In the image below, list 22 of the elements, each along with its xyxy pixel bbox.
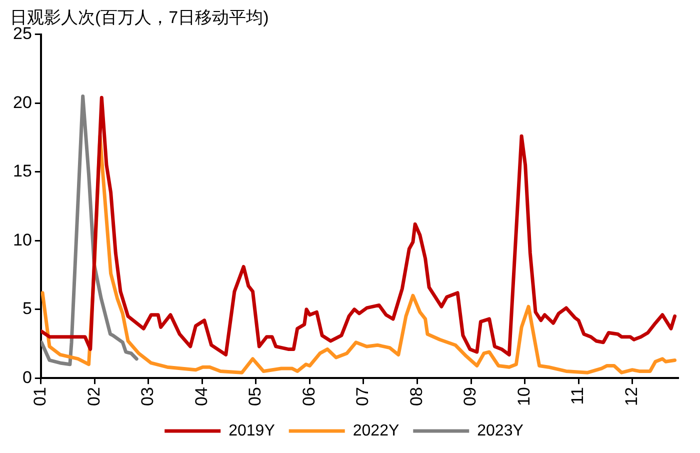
x-tick-label: 11 [568, 387, 588, 405]
legend-label: 2022Y [352, 422, 400, 440]
y-tick-label: 0 [22, 368, 32, 387]
y-tick-label: 10 [12, 230, 32, 250]
x-tick-label: 01 [30, 387, 50, 406]
y-tick-label: 25 [12, 24, 32, 44]
x-tick-label: 04 [192, 387, 211, 406]
x-tick-label: 05 [246, 387, 265, 406]
chart-title: 日观影人次(百万人，7日移动平均) [10, 8, 269, 27]
x-tick-label: 10 [514, 387, 534, 406]
x-tick-label: 12 [622, 387, 641, 406]
x-tick-label: 08 [406, 387, 426, 406]
x-tick-label: 09 [460, 387, 480, 406]
x-tick-label: 06 [299, 387, 318, 406]
x-tick-label: 07 [353, 387, 372, 406]
y-tick-label: 5 [22, 299, 32, 318]
x-tick-label: 03 [138, 387, 158, 406]
x-tick-label: 02 [84, 387, 104, 406]
legend-label: 2019Y [228, 422, 276, 440]
y-tick-label: 15 [12, 162, 32, 181]
legend-label: 2023Y [477, 422, 524, 440]
y-tick-label: 20 [12, 92, 32, 112]
